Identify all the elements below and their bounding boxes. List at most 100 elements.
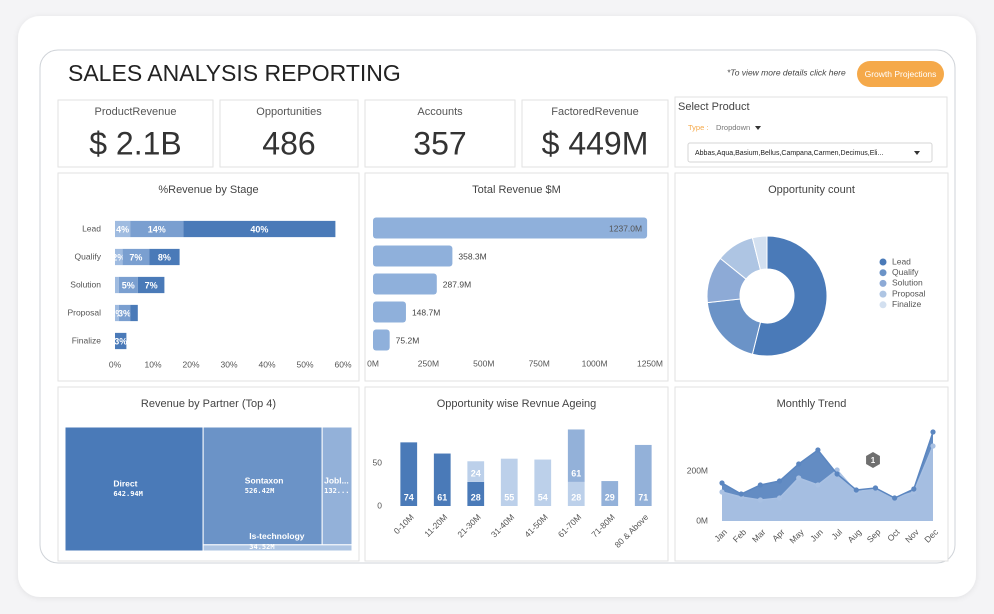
data-label: 3% xyxy=(118,308,131,318)
bar xyxy=(433,453,451,506)
tile-label: Jobl... xyxy=(324,475,349,485)
legend-label: Qualify xyxy=(892,267,919,277)
bar xyxy=(634,444,652,506)
tile-value: 132... xyxy=(324,487,349,495)
type-label: Type : xyxy=(688,123,708,132)
tile xyxy=(321,426,353,546)
point xyxy=(757,497,763,503)
bar xyxy=(115,276,119,294)
line xyxy=(721,431,934,499)
legend-label: Lead xyxy=(892,256,911,266)
chart-title: %Revenue by Stage xyxy=(158,184,258,196)
legend-label: Finalize xyxy=(892,299,922,309)
kpi-card xyxy=(219,99,359,168)
legend-label: Proposal xyxy=(892,288,926,298)
tile xyxy=(64,426,204,552)
y-tick-label: 200M xyxy=(687,465,708,475)
data-label: 28 xyxy=(471,492,481,502)
data-label: 148.7M xyxy=(412,307,440,317)
tile-value: 642.94M xyxy=(113,490,143,498)
point xyxy=(757,482,763,488)
x-tick-label: 500M xyxy=(473,358,494,368)
chart-title: Revenue by Partner (Top 4) xyxy=(141,398,276,410)
bar xyxy=(373,301,406,323)
product-dropdown[interactable] xyxy=(687,142,933,163)
y-tick-label: Qualify xyxy=(75,251,102,261)
point xyxy=(911,486,917,492)
bar xyxy=(130,220,184,238)
point xyxy=(776,478,783,484)
growth-button[interactable] xyxy=(857,61,944,87)
bar xyxy=(183,220,336,238)
bar xyxy=(115,332,127,350)
point xyxy=(892,495,898,501)
bar xyxy=(130,304,138,322)
data-label: 4% xyxy=(116,224,129,234)
x-tick-label: 40% xyxy=(258,359,275,369)
page-title: SALES ANALYSIS REPORTING xyxy=(68,60,401,86)
x-tick-label: 1250M xyxy=(637,358,663,368)
kpi-value: $ 2.1B xyxy=(89,125,182,161)
x-tick-label: 50% xyxy=(296,359,313,369)
tile-value: 34.52M xyxy=(249,543,274,551)
annotation: 1 xyxy=(871,456,876,465)
point xyxy=(930,429,936,435)
product-selection[interactable]: Abbas,Aqua,Basium,Bellus,Campana,Carmen,… xyxy=(695,150,883,157)
bar xyxy=(118,304,131,322)
kpi-card xyxy=(57,99,214,168)
type-dropdown[interactable]: Dropdown xyxy=(716,123,750,132)
bar xyxy=(601,481,619,506)
point xyxy=(930,443,936,449)
data-label: 2% xyxy=(112,252,125,262)
bar xyxy=(500,458,518,506)
kpi-label: ProductRevenue xyxy=(95,106,177,118)
data-label: 28 xyxy=(571,492,581,502)
x-tick-label: 20% xyxy=(182,359,199,369)
point xyxy=(719,480,725,486)
data-label: 74 xyxy=(404,492,414,502)
point xyxy=(834,471,840,477)
data-label: 7% xyxy=(129,252,142,262)
note: *To view more details click here xyxy=(727,67,846,77)
kpi-card xyxy=(521,99,669,168)
bar xyxy=(467,461,485,482)
chart-title: Total Revenue $M xyxy=(472,184,561,196)
slice xyxy=(751,235,828,357)
data-label: 3% xyxy=(114,336,127,346)
data-label: 1% xyxy=(110,308,123,318)
data-label: 7% xyxy=(145,280,158,290)
bar xyxy=(122,248,150,266)
bar xyxy=(567,481,585,506)
y-tick-label: Proposal xyxy=(67,307,101,317)
legend-swatch xyxy=(879,258,887,266)
bar xyxy=(115,304,119,322)
legend-swatch xyxy=(879,301,887,309)
kpi-value: 486 xyxy=(262,125,315,161)
point xyxy=(815,447,821,453)
bar xyxy=(118,276,138,294)
point xyxy=(776,495,783,501)
data-label: 40% xyxy=(250,224,268,234)
y-tick-label: Finalize xyxy=(72,335,102,345)
x-tick-label: 1000M xyxy=(582,358,608,368)
chart-panel xyxy=(57,172,360,382)
x-tick-label: 0M xyxy=(367,358,379,368)
kpi-value: $ 449M xyxy=(542,125,649,161)
point xyxy=(719,489,725,495)
caret[interactable] xyxy=(755,126,761,130)
point xyxy=(815,482,821,488)
bar xyxy=(400,442,418,506)
kpi-label: Accounts xyxy=(417,106,463,118)
x-tick-label: 750M xyxy=(529,358,550,368)
growth-button-label[interactable]: Growth Projections xyxy=(865,69,937,79)
chart-title: Opportunity count xyxy=(768,184,855,196)
kpi-value: 357 xyxy=(413,125,466,161)
data-label: 54 xyxy=(538,492,548,502)
data-label: 1237.0M xyxy=(609,223,642,233)
bar xyxy=(467,481,485,506)
bar xyxy=(373,329,390,351)
caret[interactable] xyxy=(914,151,920,155)
bar xyxy=(373,273,437,295)
point xyxy=(796,461,802,467)
tile-label: Sontaxon xyxy=(245,475,284,485)
